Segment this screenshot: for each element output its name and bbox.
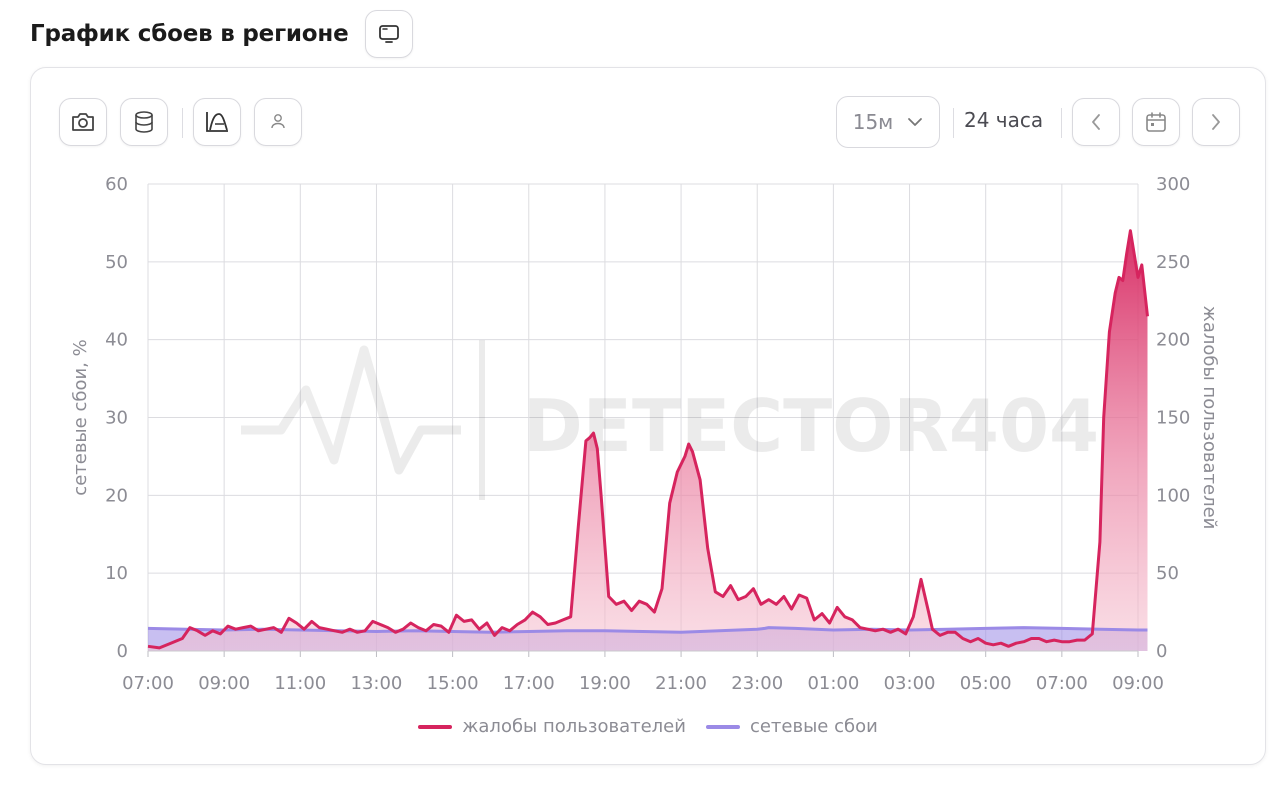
y-right-axis-title: жалобы пользователей xyxy=(1199,306,1220,530)
toolbar-separator-3 xyxy=(1061,108,1062,138)
y-left-tick-label: 0 xyxy=(117,641,128,662)
grid xyxy=(147,183,1139,652)
tv-button[interactable] xyxy=(364,10,413,58)
legend-swatch-complaints xyxy=(418,724,453,729)
tv-icon xyxy=(378,25,399,43)
complaints-line xyxy=(147,229,1149,650)
camera-icon xyxy=(72,113,94,131)
legend-label-complaints: жалобы пользователей xyxy=(462,716,686,737)
person-icon xyxy=(271,114,285,129)
screenshot-button[interactable] xyxy=(59,98,107,146)
y-right-tick-label: 50 xyxy=(1156,563,1179,584)
next-period-button[interactable] xyxy=(1192,98,1240,146)
y-right-tick-label: 0 xyxy=(1156,641,1167,662)
legend-label-network: сетевые сбои xyxy=(749,716,878,737)
y-right-tick-label: 150 xyxy=(1156,408,1190,429)
prev-period-button[interactable] xyxy=(1072,98,1120,146)
x-tick-label: 01:00 xyxy=(807,673,859,694)
page-title: График сбоев в регионе xyxy=(30,21,349,47)
x-tick-label: 19:00 xyxy=(579,673,631,694)
y-left-tick-label: 20 xyxy=(105,485,128,506)
x-tick-label: 21:00 xyxy=(655,673,707,694)
y-left-tick-label: 60 xyxy=(105,174,128,195)
data-source-button[interactable] xyxy=(120,98,168,146)
y-left-tick-label: 10 xyxy=(105,563,128,584)
toolbar-separator xyxy=(182,108,183,138)
axes: 0 0 10 50 20 100 30 150 40 200 50 250 60 300 07:00 09:0… xyxy=(70,174,1220,694)
interval-value: 15м xyxy=(852,110,894,134)
watermark-logo-icon xyxy=(241,345,461,475)
legend-item-complaints[interactable]: жалобы пользователей xyxy=(418,716,686,737)
x-tick-label: 07:00 xyxy=(122,673,174,694)
y-left-tick-label: 30 xyxy=(105,408,128,429)
calendar-button[interactable] xyxy=(1132,98,1180,146)
database-icon xyxy=(135,111,153,133)
interval-select[interactable]: 15м xyxy=(836,96,940,148)
y-left-axis-title: сетевые сбои, % xyxy=(70,339,91,495)
legend-item-network[interactable]: сетевые сбои xyxy=(705,716,878,737)
y-left-tick-label: 40 xyxy=(105,330,128,351)
chart-card: 15м 24 часа xyxy=(30,67,1266,765)
outage-chart: DETECTOR404 0 0 10 50 20 100 30 150 40 200 50 250 60… xyxy=(70,174,1220,694)
y-left-tick-label: 50 xyxy=(105,252,128,273)
x-tick-label: 17:00 xyxy=(503,673,555,694)
period-label: 24 часа xyxy=(964,108,1044,132)
x-tick-label: 23:00 xyxy=(731,673,783,694)
chart-area-icon xyxy=(206,112,228,132)
chevron-down-icon xyxy=(908,118,923,126)
legend-swatch-network xyxy=(705,724,740,729)
x-tick-label: 11:00 xyxy=(274,673,326,694)
toolbar-separator-2 xyxy=(953,108,954,138)
y-right-tick-label: 250 xyxy=(1156,252,1190,273)
x-tick-label: 05:00 xyxy=(960,673,1012,694)
x-tick-label: 09:00 xyxy=(198,673,250,694)
y-right-tick-label: 100 xyxy=(1156,485,1190,506)
chevron-left-icon xyxy=(1092,114,1100,130)
series xyxy=(147,229,1149,651)
calendar-icon xyxy=(1146,112,1166,132)
watermark-text: DETECTOR404 xyxy=(523,384,1099,468)
x-tick-label: 07:00 xyxy=(1036,673,1088,694)
chart-type-button[interactable] xyxy=(193,98,241,146)
watermark: DETECTOR404 xyxy=(241,340,1099,500)
user-button[interactable] xyxy=(254,98,302,146)
y-right-tick-label: 300 xyxy=(1156,174,1190,195)
x-tick-label: 09:00 xyxy=(1112,673,1164,694)
legend: жалобы пользователей сетевые сбои xyxy=(31,716,1265,737)
x-tick-label: 13:00 xyxy=(351,673,403,694)
x-tick-label: 15:00 xyxy=(427,673,479,694)
chevron-right-icon xyxy=(1212,114,1220,130)
watermark-divider xyxy=(479,340,485,500)
y-right-tick-label: 200 xyxy=(1156,330,1190,351)
x-tick-label: 03:00 xyxy=(884,673,936,694)
page-header: График сбоев в регионе xyxy=(30,10,413,58)
